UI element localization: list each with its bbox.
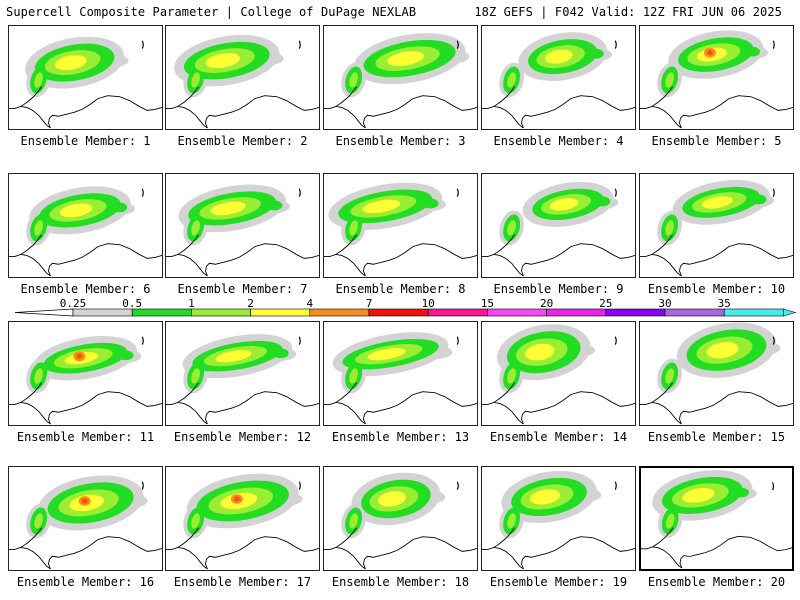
run-info: 18Z GEFS | F042 Valid: 12Z FRI JUN 06 20… xyxy=(474,5,782,19)
scp-field-map xyxy=(166,334,319,425)
legend-swatch xyxy=(131,308,192,317)
panel-caption: Ensemble Member: 10 xyxy=(647,282,786,296)
panel-caption: Ensemble Member: 8 xyxy=(335,282,466,296)
scp-field-map xyxy=(324,332,477,425)
panel-caption: Ensemble Member: 3 xyxy=(335,134,466,148)
legend-swatch xyxy=(487,308,547,317)
legend-tick-label: 35 xyxy=(718,298,731,310)
scp-field-map xyxy=(9,186,162,277)
legend-tick-label: 30 xyxy=(658,298,671,310)
legend-tick-label: 1 xyxy=(188,298,195,310)
scp-field-map xyxy=(482,470,635,570)
legend-tick-label: 0.25 xyxy=(60,298,87,310)
legend-swatch xyxy=(309,308,370,317)
ensemble-panel xyxy=(323,173,478,278)
legend-tick-label: 7 xyxy=(366,298,373,310)
panel-caption: Ensemble Member: 18 xyxy=(331,575,470,589)
scp-field-map xyxy=(640,322,793,425)
legend-tick-label: 0.5 xyxy=(122,298,142,310)
legend-tick-label: 20 xyxy=(540,298,553,310)
panel-caption: Ensemble Member: 5 xyxy=(651,134,782,148)
ensemble-panel xyxy=(8,321,163,426)
legend-swatch xyxy=(250,308,311,317)
ensemble-panel xyxy=(8,25,163,130)
legend-swatch xyxy=(723,308,784,317)
panel-caption: Ensemble Member: 1 xyxy=(20,134,151,148)
legend-swatch xyxy=(72,308,133,317)
panel-caption: Ensemble Member: 17 xyxy=(173,575,312,589)
panel-caption: Ensemble Member: 4 xyxy=(493,134,624,148)
panel-caption: Ensemble Member: 19 xyxy=(489,575,628,589)
legend-tick-label: 15 xyxy=(481,298,494,310)
scp-field-map xyxy=(324,33,477,129)
ensemble-panel xyxy=(639,321,794,426)
legend-tick-label: 4 xyxy=(306,298,313,310)
panel-caption: Ensemble Member: 12 xyxy=(173,430,312,444)
panel-caption: Ensemble Member: 9 xyxy=(493,282,624,296)
scp-field-map xyxy=(166,184,319,277)
ensemble-panel xyxy=(165,466,320,571)
ensemble-panel xyxy=(639,173,794,278)
ensemble-panel xyxy=(639,466,794,571)
ensemble-panel xyxy=(481,25,636,130)
legend-tick-label: 25 xyxy=(599,298,612,310)
ensemble-panel xyxy=(323,466,478,571)
panel-caption: Ensemble Member: 6 xyxy=(20,282,151,296)
page-title: Supercell Composite Parameter | College … xyxy=(6,5,417,19)
scp-field-map xyxy=(482,324,635,425)
scp-field-map xyxy=(9,36,162,129)
ensemble-panel xyxy=(639,25,794,130)
legend-bar: 0.25 0.5 1 2 4 7 10 15 20 25 30 35 xyxy=(14,298,797,317)
panel-caption: Ensemble Member: 14 xyxy=(489,430,628,444)
scp-field-map xyxy=(9,475,162,570)
scp-field-map xyxy=(9,336,162,425)
ensemble-panel xyxy=(481,466,636,571)
scp-field-map xyxy=(482,32,635,129)
scp-field-map xyxy=(166,34,319,129)
ensemble-panel xyxy=(8,466,163,571)
ensemble-panel xyxy=(165,173,320,278)
scp-field-map xyxy=(640,30,793,129)
panel-caption: Ensemble Member: 16 xyxy=(16,575,155,589)
legend-swatch xyxy=(605,308,666,317)
scp-field-map xyxy=(640,180,793,277)
scp-field-map xyxy=(641,470,792,569)
panel-caption: Ensemble Member: 15 xyxy=(647,430,786,444)
ensemble-panel xyxy=(165,25,320,130)
panel-caption: Ensemble Member: 7 xyxy=(177,282,308,296)
legend-swatch xyxy=(664,308,725,317)
legend-swatch xyxy=(546,308,607,317)
panel-caption: Ensemble Member: 20 xyxy=(647,575,786,589)
ensemble-panel xyxy=(323,25,478,130)
scp-field-map xyxy=(166,473,319,570)
legend-swatch xyxy=(368,308,429,317)
panel-caption: Ensemble Member: 11 xyxy=(16,430,155,444)
legend-swatch xyxy=(427,308,488,317)
ensemble-panel xyxy=(481,321,636,426)
legend-tick-label: 10 xyxy=(422,298,435,310)
panel-caption: Ensemble Member: 13 xyxy=(331,430,470,444)
scp-field-map xyxy=(324,472,477,570)
legend-tick-label: 2 xyxy=(247,298,254,310)
color-legend: 0.25 0.5 1 2 4 7 10 15 20 25 30 35 xyxy=(0,298,800,320)
ensemble-panel xyxy=(8,173,163,278)
ensemble-panel xyxy=(323,321,478,426)
scp-field-map xyxy=(482,181,635,277)
ensemble-panel xyxy=(165,321,320,426)
scp-field-map xyxy=(324,182,477,277)
panel-caption: Ensemble Member: 2 xyxy=(177,134,308,148)
ensemble-panel xyxy=(481,173,636,278)
legend-swatch xyxy=(191,308,251,317)
